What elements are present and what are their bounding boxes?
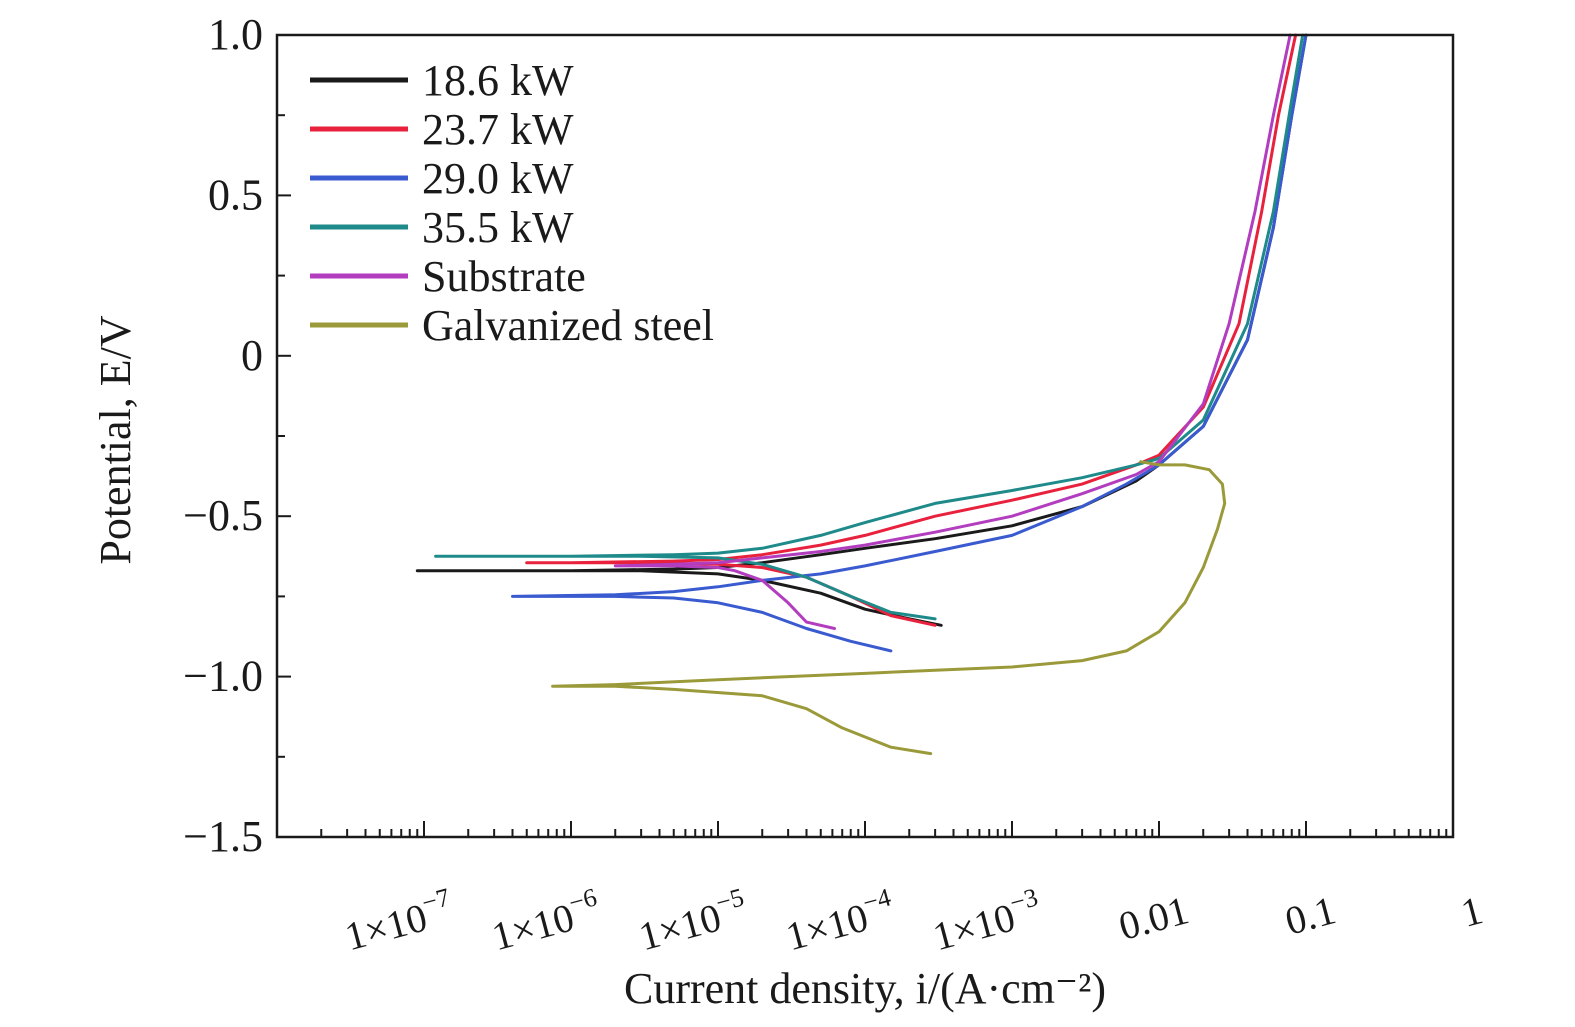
- y-axis-label-text: Potential, E/V: [91, 315, 140, 565]
- y-tick-label: −1.5: [183, 812, 263, 861]
- y-axis-label: Potential, E/V: [91, 315, 140, 565]
- legend-label: 29.0 kW: [422, 154, 574, 203]
- y-tick-label: 0.5: [208, 170, 263, 219]
- x-axis-label: Current density, i/(A·cm⁻²): [624, 964, 1106, 1013]
- y-axis: 1.0 0.5 0 −0.5 −1.0 −1.5: [183, 10, 291, 861]
- x-tick-label: 1×10−6: [486, 882, 605, 959]
- x-tick-label-exponent: −3: [1007, 882, 1041, 917]
- legend-label: Substrate: [422, 252, 586, 301]
- x-tick-label: 1×10−7: [339, 882, 458, 959]
- series-line-galvanized-steel: [551, 460, 1227, 756]
- legend-label: 23.7 kW: [422, 105, 574, 154]
- series-line-23-7-kw: [525, 33, 1298, 627]
- x-axis-label-text: Current density, i/(A·cm⁻²): [624, 964, 1106, 1013]
- x-tick-label-base: 0.01: [1114, 887, 1193, 949]
- x-tick-label: 1×10−5: [633, 882, 752, 959]
- x-tick-label: 0.1: [1280, 887, 1340, 943]
- x-tick-label: 0.01: [1114, 887, 1193, 949]
- y-tick-label: 0: [241, 331, 263, 380]
- series-line-35-5-kw: [434, 33, 1305, 621]
- series-line-substrate: [613, 33, 1292, 630]
- legend-label: Galvanized steel: [422, 301, 714, 350]
- legend-label: 35.5 kW: [422, 203, 574, 252]
- legend-label: 18.6 kW: [422, 56, 574, 105]
- x-tick-label-base: 1×10: [340, 894, 431, 959]
- x-tick-label-base: 0.1: [1280, 887, 1340, 943]
- x-tick-label-exponent: −5: [713, 882, 747, 917]
- x-tick-label: 1×10−4: [780, 882, 899, 959]
- x-tick-label-exponent: −7: [419, 882, 453, 917]
- x-tick-label-exponent: −4: [860, 882, 894, 917]
- x-tick-label-base: 1: [1456, 887, 1487, 936]
- x-tick-label-base: 1×10: [781, 894, 872, 959]
- x-tick-label: 1: [1456, 887, 1487, 936]
- series-line-29-0-kw: [511, 33, 1308, 653]
- x-tick-label-base: 1×10: [487, 894, 578, 959]
- y-tick-label: −0.5: [183, 491, 263, 540]
- x-axis: 1×10−7 1×10−6 1×10−5 1×10−4 1×10−3 0.01 0.1 1: [276, 821, 1487, 959]
- y-tick-label: 1.0: [208, 10, 263, 59]
- x-tick-label-base: 1×10: [634, 894, 725, 959]
- series-layer: [415, 33, 1308, 756]
- x-tick-label-base: 1×10: [928, 894, 1019, 959]
- x-tick-label: 1×10−3: [927, 882, 1046, 959]
- y-tick-label: −1.0: [183, 652, 263, 701]
- x-tick-label-exponent: −6: [566, 882, 600, 917]
